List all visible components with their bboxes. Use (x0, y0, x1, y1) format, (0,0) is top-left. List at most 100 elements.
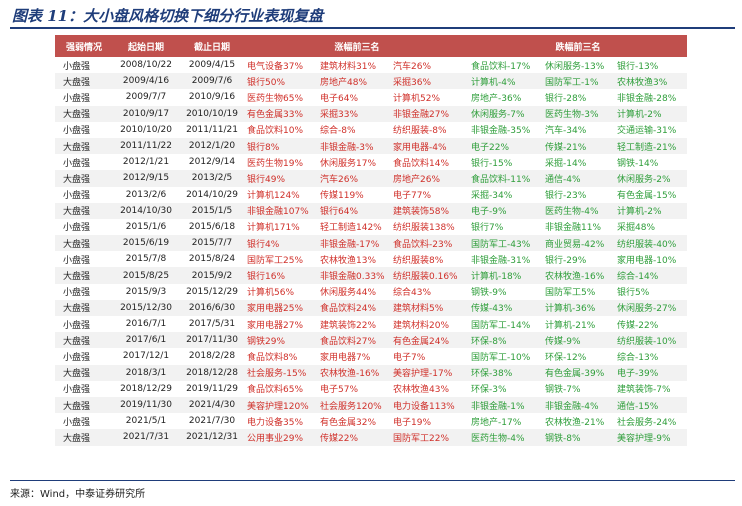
loser-cell: 国防军工5% (545, 288, 596, 299)
gainer-cell: 综合-8% (320, 126, 356, 137)
gainer-cell: 建筑材料5% (391, 299, 470, 316)
strength-cell: 大盘强 (55, 73, 113, 90)
gainer-cell: 综合43% (393, 288, 432, 299)
figure-title: 图表 11：大小盘风格切换下细分行业表现复盘 (12, 7, 324, 25)
gainer-cell: 房地产26% (391, 170, 470, 187)
gainer-cell: 美容护理-17% (391, 364, 470, 381)
start-date-cell: 2015/6/19 (113, 235, 179, 252)
end-date-cell: 2018/12/28 (179, 364, 245, 381)
gainer-cell: 美容护理120% (245, 396, 318, 414)
loser-cell: 通信-15% (615, 396, 688, 414)
gainer-cell: 电气设备37% (247, 61, 304, 72)
end-date-cell: 2009/4/15 (188, 60, 236, 71)
end-date-cell: 2015/6/18 (188, 221, 236, 232)
table-row: 大盘强 2015/12/30 2016/6/30 家用电器25% 食品饮料24% 建筑材料… (55, 299, 688, 316)
table-row: 小盘强 2013/2/6 2014/10/29 计算机124% 传媒119% 电子77% 采… (55, 187, 687, 203)
gainer-cell: 食品饮料-23% (391, 235, 470, 252)
strength-cell: 小盘强 (63, 417, 91, 428)
strength-cell: 小盘强 (63, 288, 91, 299)
gainer-cell: 有色金属33% (245, 105, 318, 122)
start-date-cell: 2012/1/21 (122, 157, 170, 168)
loser-cell: 电子-39% (615, 364, 688, 381)
loser-cell: 传媒-9% (543, 332, 616, 349)
loser-cell: 钢铁-14% (617, 158, 659, 169)
gainer-cell: 医药生物65% (247, 93, 304, 104)
end-date-cell: 2021/12/31 (179, 429, 245, 446)
gainer-cell: 汽车26% (393, 61, 432, 72)
end-date-cell: 2021/4/30 (179, 396, 245, 414)
strength-cell: 大盘强 (55, 137, 113, 155)
gainer-cell: 传媒22% (318, 429, 391, 446)
gainer-cell: 食品饮料65% (247, 385, 304, 396)
loser-cell: 钢铁-8% (543, 429, 616, 446)
table-row: 小盘强 2018/12/29 2019/11/29 食品饮料65% 电子57% 农林牧渔4… (55, 381, 687, 397)
gainer-cell: 非银金融0.33% (318, 267, 391, 284)
table-row: 大盘强 2011/11/22 2012/1/20 银行8% 非银金融-3% 家用电器-4%… (55, 137, 688, 155)
gainer-cell: 电子77% (393, 191, 432, 202)
end-date-cell: 2014/10/29 (186, 189, 238, 200)
end-date-cell: 2015/8/24 (188, 254, 236, 265)
start-date-cell: 2019/11/30 (113, 396, 179, 414)
loser-cell: 建筑装饰-7% (617, 385, 671, 396)
gainer-cell: 银行64% (318, 202, 391, 219)
figure-title-bar: 图表 11：大小盘风格切换下细分行业表现复盘 (10, 3, 735, 29)
gainer-cell: 计算机171% (247, 223, 300, 234)
end-date-cell: 2015/7/7 (179, 235, 245, 252)
loser-cell: 环保-8% (469, 332, 544, 349)
loser-cell: 休闲服务-2% (615, 170, 688, 187)
gainer-cell: 汽车26% (318, 170, 391, 187)
loser-cell: 计算机-2% (615, 202, 688, 219)
end-date-cell: 2009/7/6 (179, 73, 245, 90)
gainer-cell: 电力设备113% (391, 396, 470, 414)
loser-cell: 社会服务-24% (617, 417, 677, 428)
loser-cell: 国防军工-1% (543, 73, 616, 90)
gainer-cell: 银行4% (245, 235, 318, 252)
loser-cell: 环保-12% (545, 352, 587, 363)
table-row: 大盘强 2019/11/30 2021/4/30 美容护理120% 社会服务120% 电力… (55, 396, 688, 414)
loser-cell: 银行-15% (471, 158, 513, 169)
loser-cell: 国防军工-43% (469, 235, 544, 252)
strength-cell: 小盘强 (63, 93, 91, 104)
loser-cell: 电子-9% (469, 202, 544, 219)
strength-cell: 小盘强 (63, 320, 91, 331)
gainer-cell: 建筑材料20% (393, 320, 450, 331)
start-date-cell: 2021/5/1 (125, 416, 167, 427)
start-date-cell: 2018/12/29 (120, 383, 172, 394)
gainer-cell: 采掘33% (318, 105, 391, 122)
gainer-cell: 家用电器27% (247, 320, 304, 331)
gainer-cell: 房地产48% (318, 73, 391, 90)
table-row: 大盘强 2021/7/31 2021/12/31 公用事业29% 传媒22% 国防军工22… (55, 429, 688, 446)
table-header-row: 强弱情况 起始日期 截止日期 涨幅前三名 跌幅前三名 (55, 35, 688, 57)
strength-cell: 小盘强 (63, 126, 91, 137)
loser-cell: 采掘-14% (545, 158, 587, 169)
end-date-cell: 2018/2/28 (188, 351, 236, 362)
start-date-cell: 2010/9/17 (113, 105, 179, 122)
header-top-gainers: 涨幅前三名 (245, 35, 470, 57)
gainer-cell: 纺织服装0.16% (391, 267, 470, 284)
loser-cell: 农林牧渔-21% (545, 417, 605, 428)
start-date-cell: 2008/10/22 (120, 60, 172, 71)
end-date-cell: 2012/9/14 (188, 157, 236, 168)
loser-cell: 钢铁-9% (471, 288, 507, 299)
end-date-cell: 2015/12/29 (186, 286, 238, 297)
table-row: 小盘强 2016/7/1 2017/5/31 家用电器27% 建筑装饰22% 建筑材料20… (55, 316, 687, 332)
table-row: 小盘强 2015/7/8 2015/8/24 国防军工25% 农林牧渔13% 纺织服装8%… (55, 251, 687, 267)
gainer-cell: 非银金融27% (391, 105, 470, 122)
loser-cell: 银行7% (471, 223, 504, 234)
loser-cell: 纺织服装-40% (615, 235, 688, 252)
end-date-cell: 2021/7/30 (188, 416, 236, 427)
strength-cell: 大盘强 (55, 429, 113, 446)
loser-cell: 采掘-34% (471, 191, 513, 202)
loser-cell: 传媒-22% (617, 320, 659, 331)
start-date-cell: 2015/9/3 (125, 286, 167, 297)
strength-cell: 小盘强 (63, 255, 91, 266)
gainer-cell: 国防军工25% (247, 255, 304, 266)
loser-cell: 非银金融-1% (469, 396, 544, 414)
loser-cell: 传媒-21% (543, 137, 616, 155)
end-date-cell: 2012/1/20 (179, 137, 245, 155)
strength-cell: 小盘强 (63, 191, 91, 202)
loser-cell: 银行5% (617, 288, 650, 299)
end-date-cell: 2017/5/31 (188, 319, 236, 330)
loser-cell: 交通运输-31% (617, 126, 677, 137)
loser-cell: 传媒-43% (469, 299, 544, 316)
